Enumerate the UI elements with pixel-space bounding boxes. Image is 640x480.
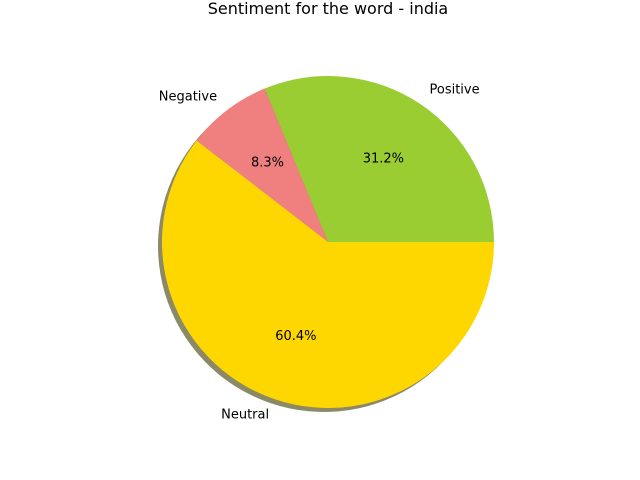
slice-label-neutral: Neutral [221, 407, 269, 422]
pie-slices [161, 76, 494, 408]
pie-labels: Positive 31.2% Negative 8.3% Neutral 60.4% [159, 83, 480, 423]
chart-title: Sentiment for the word - india [208, 0, 448, 18]
slice-pct-positive: 31.2% [363, 152, 404, 167]
slice-neutral [161, 140, 494, 408]
slice-label-negative: Negative [159, 89, 217, 104]
slice-positive [264, 76, 494, 242]
slice-negative [196, 88, 328, 242]
slice-pct-neutral: 60.4% [275, 329, 316, 344]
slice-pct-negative: 8.3% [251, 155, 284, 170]
slice-label-positive: Positive [430, 83, 480, 98]
